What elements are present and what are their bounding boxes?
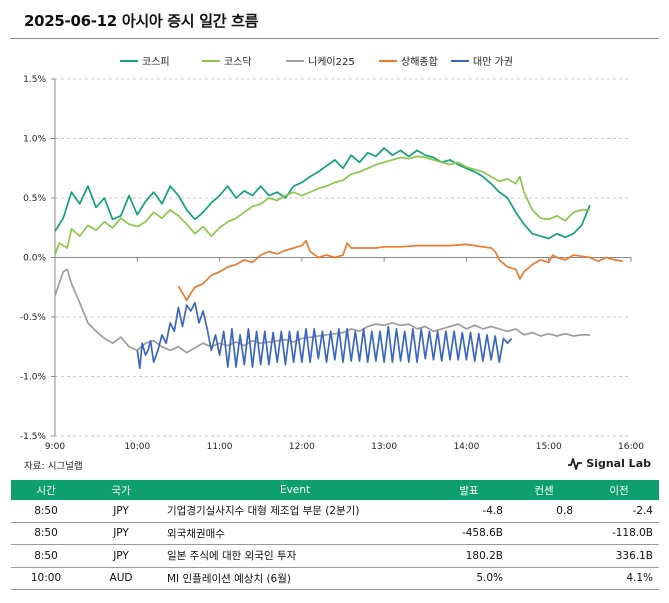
y-tick-label: -1.0% bbox=[20, 373, 47, 383]
table-header-row: 시간 국가 Event 발표 컨센 이전 bbox=[11, 480, 659, 500]
series-line-코스피 bbox=[54, 147, 591, 240]
x-tick-label: 14:00 bbox=[453, 442, 479, 452]
series-line-상해종합 bbox=[177, 239, 623, 302]
x-tick-label: 15:00 bbox=[536, 442, 562, 452]
col-header-consensus: 컨센 bbox=[509, 480, 579, 500]
cell-event: 외국채권매수 bbox=[161, 522, 429, 545]
col-header-time: 시간 bbox=[11, 480, 81, 500]
x-tick-label: 12:00 bbox=[289, 442, 315, 452]
table-row: 10:00 AUD MI 인플레이션 예상치 (6월) 5.0% 4.1% bbox=[11, 567, 659, 590]
cell-actual: 5.0% bbox=[429, 567, 509, 590]
cell-time: 8:50 bbox=[11, 522, 81, 545]
table-row: 8:50 JPY 외국채권매수 -458.6B -118.0B bbox=[11, 522, 659, 545]
title-divider bbox=[10, 38, 659, 39]
legend-label: 상해종합 bbox=[401, 55, 438, 68]
brand-name: Signal Lab bbox=[586, 457, 651, 470]
col-header-event: Event bbox=[161, 480, 429, 500]
col-header-previous: 이전 bbox=[579, 480, 659, 500]
cell-time: 8:50 bbox=[11, 500, 81, 523]
col-header-actual: 발표 bbox=[429, 480, 509, 500]
legend-label: 니케이225 bbox=[308, 56, 355, 68]
series-line-코스닥 bbox=[54, 155, 590, 256]
y-tick-label: 0.5% bbox=[23, 194, 46, 204]
y-tick-label: 0.0% bbox=[23, 254, 46, 264]
series-line-대만-가권 bbox=[136, 301, 513, 370]
cell-event: MI 인플레이션 예상치 (6월) bbox=[161, 567, 429, 590]
y-tick-label: 1.0% bbox=[23, 135, 46, 145]
x-tick-label: 10:00 bbox=[124, 442, 150, 452]
cell-previous: 4.1% bbox=[579, 567, 659, 590]
legend-label: 코스피 bbox=[142, 56, 170, 68]
signal-icon bbox=[568, 457, 583, 470]
cell-previous: 336.1B bbox=[579, 544, 659, 568]
source-note: 자료: 시그널랩 bbox=[24, 461, 83, 472]
cell-consensus bbox=[509, 522, 579, 545]
cell-country: AUD bbox=[81, 567, 161, 590]
cell-time: 8:50 bbox=[11, 544, 81, 568]
x-tick-label: 11:00 bbox=[207, 442, 233, 452]
cell-event: 일본 주식에 대한 외국인 투자 bbox=[161, 544, 429, 568]
y-tick-label: -0.5% bbox=[20, 313, 47, 323]
cell-actual: -4.8 bbox=[429, 500, 509, 523]
cell-country: JPY bbox=[81, 544, 161, 568]
y-tick-label: -1.5% bbox=[20, 432, 47, 442]
line-chart: 1.5% 1.0% 0.5% 0.0% -0.5% -1.0% -1.5%9:00 10:00… bbox=[20, 55, 644, 452]
economic-events-table: 시간 국가 Event 발표 컨센 이전 8:50 JPY 기업경기실사지수 대… bbox=[11, 480, 659, 590]
cell-country: JPY bbox=[81, 500, 161, 523]
legend-label: 대만 가권 bbox=[473, 56, 513, 68]
table-row: 8:50 JPY 기업경기실사지수 대형 제조업 부문 (2분기) -4.8 0… bbox=[11, 500, 659, 523]
cell-time: 10:00 bbox=[11, 567, 81, 590]
cell-consensus bbox=[509, 567, 579, 590]
x-tick-label: 9:00 bbox=[45, 442, 65, 452]
cell-previous: -118.0B bbox=[579, 522, 659, 545]
legend-label: 코스닥 bbox=[224, 56, 252, 68]
cell-consensus: 0.8 bbox=[509, 500, 579, 523]
x-tick-label: 13:00 bbox=[371, 442, 397, 452]
page-title: 2025-06-12 아시아 증시 일간 흐름 bbox=[24, 12, 259, 30]
cell-event: 기업경기실사지수 대형 제조업 부문 (2분기) bbox=[161, 500, 429, 523]
x-tick-label: 16:00 bbox=[618, 442, 644, 452]
cell-country: JPY bbox=[81, 522, 161, 545]
col-header-country: 국가 bbox=[81, 480, 161, 500]
cell-actual: -458.6B bbox=[429, 522, 509, 545]
cell-previous: -2.4 bbox=[579, 500, 659, 523]
table-row: 8:50 JPY 일본 주식에 대한 외국인 투자 180.2B 336.1B bbox=[11, 544, 659, 568]
brand-logo: Signal Lab bbox=[568, 457, 651, 470]
cell-actual: 180.2B bbox=[429, 544, 509, 568]
cell-consensus bbox=[509, 544, 579, 568]
y-tick-label: 1.5% bbox=[23, 75, 46, 85]
